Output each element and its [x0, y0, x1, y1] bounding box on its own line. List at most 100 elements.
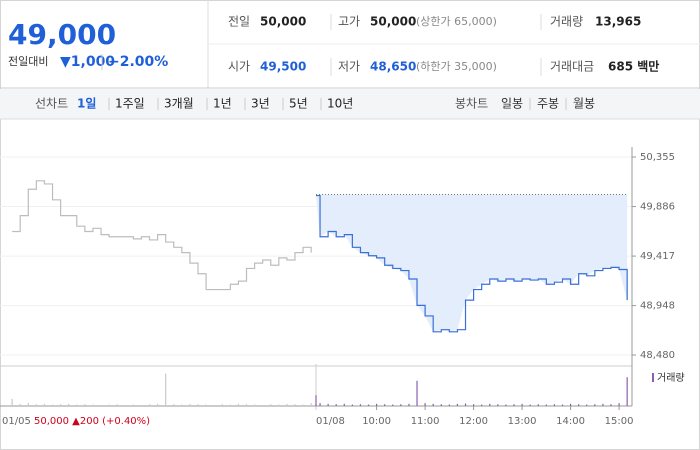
period-tab[interactable]: 10년: [327, 97, 353, 111]
volume-bar: [424, 403, 426, 406]
volume-bar: [68, 403, 70, 406]
volume-bar: [124, 404, 126, 406]
volume-bar: [262, 404, 264, 406]
volume-bar: [432, 403, 434, 406]
volume-bar: [278, 404, 280, 406]
stat-value: 685 백만: [608, 59, 659, 74]
volume-bar: [408, 403, 410, 406]
volume-bar: [173, 404, 175, 406]
volume-bar: [529, 404, 531, 406]
volume-bar: [618, 403, 620, 406]
volume-bar: [521, 403, 523, 406]
volume-bar: [392, 404, 394, 406]
volume-bar: [213, 404, 215, 406]
candle-tab[interactable]: 월봉: [573, 97, 595, 111]
volume-bar: [197, 404, 199, 406]
volume-bar: [497, 404, 499, 406]
period-tab[interactable]: 1년: [213, 97, 232, 111]
volume-bar: [237, 403, 240, 406]
stat-note: (상한가 65,000): [416, 15, 497, 28]
volume-bar: [60, 404, 62, 406]
x-tick-label: 13:00: [508, 416, 537, 427]
x-tick-label: 12:00: [459, 416, 488, 427]
volume-bar: [481, 404, 483, 406]
volume-bar: [553, 404, 556, 406]
stat-value: 50,000: [370, 15, 416, 29]
period-tab[interactable]: 1주일: [115, 97, 145, 111]
volume-bar: [440, 404, 442, 406]
volume-legend: 거래량: [657, 372, 685, 384]
volume-legend-swatch: [652, 373, 654, 382]
volume-bar: [626, 377, 628, 406]
stat-label: 고가: [338, 15, 360, 29]
toolbar: [0, 89, 700, 119]
volume-bar: [464, 403, 467, 406]
volume-bar: [245, 404, 248, 406]
stat-label: 거래대금: [550, 60, 594, 74]
volume-bar: [359, 404, 362, 406]
volume-bar: [270, 404, 272, 406]
volume-bar: [19, 403, 21, 406]
volume-bar: [116, 404, 118, 406]
stat-value: 48,650: [370, 60, 416, 74]
period-tab[interactable]: 1일: [77, 97, 96, 111]
stat-label: 전일: [228, 15, 250, 29]
y-tick-label: 49,417: [640, 251, 675, 262]
prev-summary: 50,000 ▲200 (+0.40%): [34, 416, 150, 427]
volume-bar: [376, 403, 378, 406]
volume-bar: [108, 404, 110, 406]
y-tick-label: 49,886: [640, 202, 675, 213]
volume-bar: [545, 404, 547, 406]
period-tab[interactable]: 5년: [289, 97, 308, 111]
volume-bar: [84, 404, 86, 406]
volume-bar: [384, 404, 386, 406]
volume-bar: [315, 395, 317, 406]
volume-bar: [302, 404, 304, 406]
volume-bar: [537, 404, 539, 406]
stat-value: 49,500: [260, 60, 306, 74]
volume-bar: [448, 404, 450, 406]
volume-bar: [11, 398, 13, 406]
volume-bar: [456, 403, 459, 406]
stat-label: 저가: [338, 60, 360, 74]
volume-bar: [489, 403, 491, 406]
candle-tab[interactable]: 일봉: [501, 97, 523, 111]
price: 49,000: [8, 18, 116, 51]
toolbar-label: 선차트: [35, 97, 68, 111]
candle-tab[interactable]: 주봉: [537, 97, 559, 111]
stat-label: 시가: [228, 60, 250, 74]
y-tick-label: 48,480: [640, 350, 675, 361]
volume-bar: [294, 404, 296, 406]
volume-bar: [578, 404, 580, 406]
volume-bar: [27, 403, 29, 406]
volume-bar: [569, 403, 572, 406]
date-label: 01/05: [2, 416, 31, 427]
volume-bar: [140, 404, 143, 406]
volume-bar: [400, 404, 402, 406]
volume-bar: [586, 404, 588, 406]
period-tab[interactable]: 3년: [251, 97, 270, 111]
volume-bar: [343, 403, 345, 406]
volume-bar: [335, 404, 337, 406]
volume-bar: [286, 403, 288, 406]
volume-bar: [367, 404, 370, 406]
volume-bar: [205, 404, 207, 406]
x-tick-label: 11:00: [411, 416, 440, 427]
volume-bar: [100, 404, 102, 406]
volume-bar: [43, 403, 46, 406]
volume-bar: [76, 404, 78, 406]
volume-bar: [505, 404, 507, 406]
volume-bar: [561, 404, 564, 406]
volume-bar: [181, 404, 183, 406]
volume-bar: [92, 404, 94, 406]
stat-value: 13,965: [595, 15, 641, 29]
volume-bar: [310, 403, 312, 406]
volume-bar: [51, 404, 54, 406]
volume-bar: [165, 373, 167, 406]
x-tick-label: 10:00: [362, 416, 391, 427]
volume-bar: [513, 404, 515, 406]
price-line: [12, 180, 312, 291]
period-tab[interactable]: 3개월: [164, 97, 194, 111]
volume-bar: [189, 403, 191, 406]
